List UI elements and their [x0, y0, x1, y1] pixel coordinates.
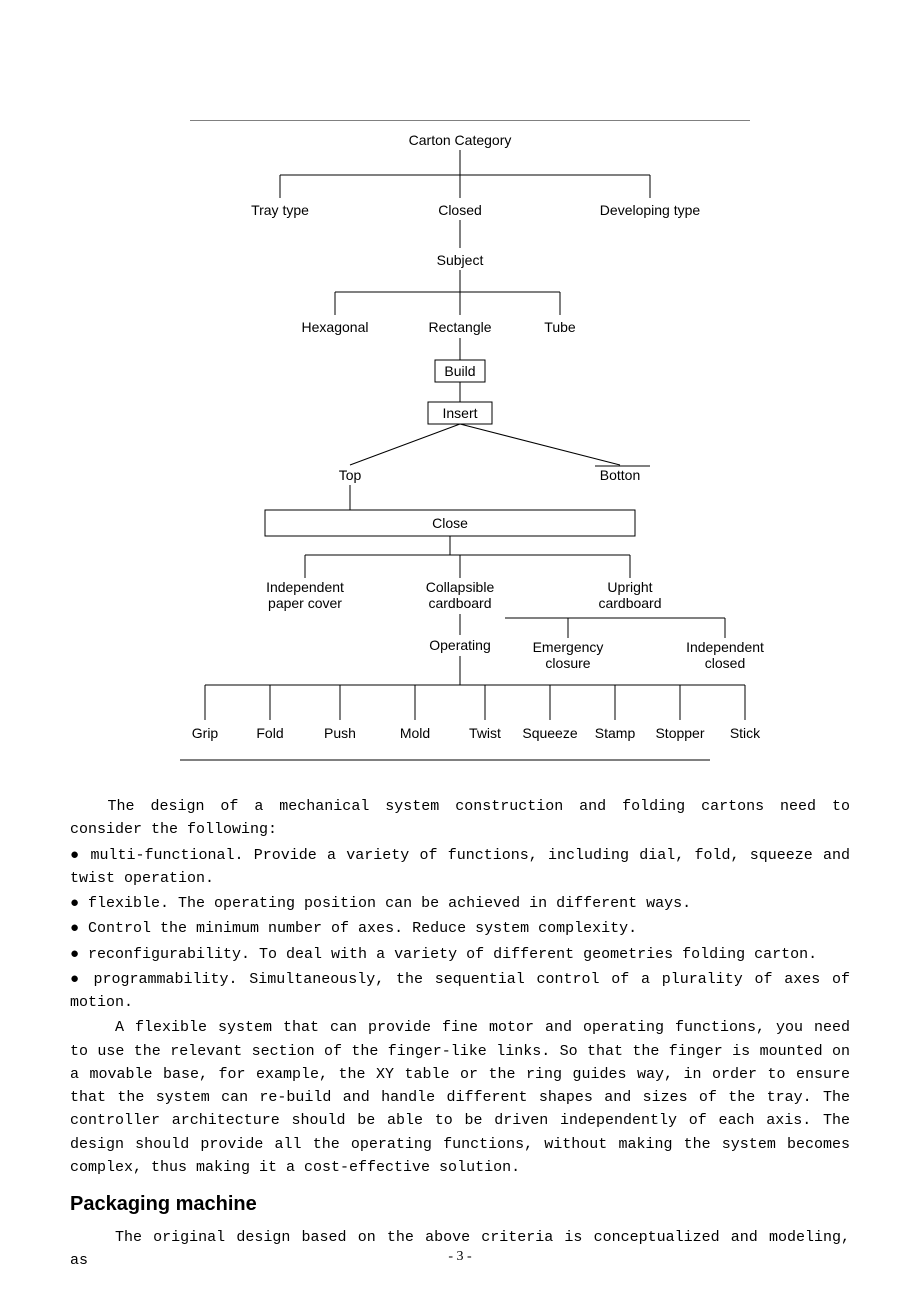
bullet-2: ● Control the minimum number of axes. Re…	[70, 917, 850, 940]
leaf-2: Push	[324, 725, 356, 741]
diag-build: Build	[444, 363, 475, 379]
diag-insert: Insert	[442, 405, 477, 421]
leaf-6: Stamp	[595, 725, 636, 741]
close-c1b: paper cover	[268, 595, 342, 611]
leaf-1: Fold	[256, 725, 283, 741]
shape-tube: Tube	[544, 319, 576, 335]
leaf-7: Stopper	[655, 725, 704, 741]
diag-subject: Subject	[437, 252, 484, 268]
diag-title: Carton Category	[409, 132, 512, 148]
rightop1b: closure	[545, 655, 590, 671]
rightop2a: Independent	[686, 639, 764, 655]
leaf-3: Mold	[400, 725, 430, 741]
diag-top: Top	[339, 467, 362, 483]
level1-dev: Developing type	[600, 202, 701, 218]
bullet-1: ● flexible. The operating position can b…	[70, 892, 850, 915]
para2: A flexible system that can provide fine …	[70, 1016, 850, 1179]
rightop1a: Emergency	[533, 639, 604, 655]
level1-closed: Closed	[438, 202, 482, 218]
close-c3b: cardboard	[598, 595, 661, 611]
carton-hierarchy-diagram: Carton Category Tray type Closed Develop…	[150, 120, 770, 785]
bullet-3: ● reconfigurability. To deal with a vari…	[70, 943, 850, 966]
intro-para: The design of a mechanical system constr…	[70, 795, 850, 842]
body-text: The design of a mechanical system constr…	[70, 795, 850, 1179]
leaf-0: Grip	[192, 725, 219, 741]
leaf-4: Twist	[469, 725, 501, 741]
level1-tray: Tray type	[251, 202, 309, 218]
rightop2b: closed	[705, 655, 745, 671]
diag-botton: Botton	[600, 467, 640, 483]
close-c1a: Independent	[266, 579, 344, 595]
heading-packaging: Packaging machine	[70, 1193, 850, 1216]
shape-hex: Hexagonal	[302, 319, 369, 335]
diag-operating: Operating	[429, 637, 490, 653]
page-number: - 3 -	[0, 1249, 920, 1265]
diag-close: Close	[432, 515, 468, 531]
shape-rect: Rectangle	[428, 319, 491, 335]
bullet-4: ● programmability. Simultaneously, the s…	[70, 968, 850, 1015]
close-c2a: Collapsible	[426, 579, 495, 595]
close-c3a: Upright	[607, 579, 652, 595]
bullet-0: ● multi-functional. Provide a variety of…	[70, 844, 850, 891]
leaf-5: Squeeze	[522, 725, 577, 741]
leaf-8: Stick	[730, 725, 761, 741]
close-c2b: cardboard	[428, 595, 491, 611]
